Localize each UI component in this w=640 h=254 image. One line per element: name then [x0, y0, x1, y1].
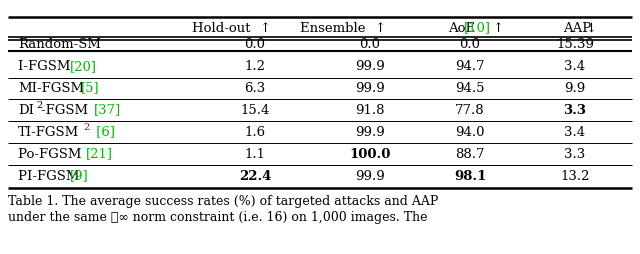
Text: -FGSM: -FGSM	[41, 103, 92, 117]
Text: 6.3: 6.3	[244, 82, 266, 94]
Text: 2: 2	[83, 122, 89, 132]
Text: 98.1: 98.1	[454, 169, 486, 183]
Text: I-FGSM: I-FGSM	[18, 60, 75, 73]
Text: 94.0: 94.0	[455, 125, 484, 138]
Text: TI-FGSM: TI-FGSM	[18, 125, 79, 138]
Text: [37]: [37]	[94, 103, 121, 117]
Text: Po-FGSM: Po-FGSM	[18, 148, 86, 161]
Text: ↑: ↑	[259, 22, 270, 35]
Text: 0.0: 0.0	[360, 38, 381, 51]
Text: ↑: ↑	[492, 22, 503, 35]
Text: AoE: AoE	[448, 22, 479, 35]
Text: Ensemble: Ensemble	[300, 22, 370, 35]
Text: 0.0: 0.0	[460, 38, 481, 51]
Text: 1.1: 1.1	[244, 148, 266, 161]
Text: AAP: AAP	[563, 22, 595, 35]
Text: ↓: ↓	[585, 22, 596, 35]
Text: PI-FGSM: PI-FGSM	[18, 169, 84, 183]
Text: 9.9: 9.9	[564, 82, 586, 94]
Text: under the same ℓ∞ norm constraint (i.e. 16) on 1,000 images. The: under the same ℓ∞ norm constraint (i.e. …	[8, 212, 428, 225]
Text: ↑: ↑	[374, 22, 385, 35]
Text: 0.0: 0.0	[244, 38, 266, 51]
Text: 15.39: 15.39	[556, 38, 594, 51]
Text: 3.4: 3.4	[564, 60, 586, 73]
Text: 99.9: 99.9	[355, 60, 385, 73]
Text: 3.4: 3.4	[564, 125, 586, 138]
Text: 15.4: 15.4	[240, 103, 269, 117]
Text: 3.3: 3.3	[563, 103, 586, 117]
Text: 100.0: 100.0	[349, 148, 390, 161]
Text: MI-FGSM: MI-FGSM	[18, 82, 84, 94]
Text: Random-SM: Random-SM	[18, 38, 101, 51]
Text: [9]: [9]	[70, 169, 89, 183]
Text: 13.2: 13.2	[560, 169, 589, 183]
Text: 91.8: 91.8	[355, 103, 385, 117]
Text: [6]: [6]	[92, 125, 115, 138]
Text: 1.6: 1.6	[244, 125, 266, 138]
Text: [21]: [21]	[86, 148, 113, 161]
Text: 2: 2	[36, 101, 42, 109]
Text: 99.9: 99.9	[355, 169, 385, 183]
Text: 1.2: 1.2	[244, 60, 266, 73]
Text: 77.8: 77.8	[455, 103, 485, 117]
Text: [20]: [20]	[70, 60, 97, 73]
Text: Table 1. The average success rates (%) of targeted attacks and AAP: Table 1. The average success rates (%) o…	[8, 196, 438, 209]
Text: [10]: [10]	[464, 22, 491, 35]
Text: 88.7: 88.7	[455, 148, 484, 161]
Text: 94.5: 94.5	[455, 82, 484, 94]
Text: 94.7: 94.7	[455, 60, 485, 73]
Text: [5]: [5]	[81, 82, 100, 94]
Text: 3.3: 3.3	[564, 148, 586, 161]
Text: 99.9: 99.9	[355, 82, 385, 94]
Text: Hold-out: Hold-out	[192, 22, 255, 35]
Text: DI: DI	[18, 103, 34, 117]
Text: 99.9: 99.9	[355, 125, 385, 138]
Text: 22.4: 22.4	[239, 169, 271, 183]
